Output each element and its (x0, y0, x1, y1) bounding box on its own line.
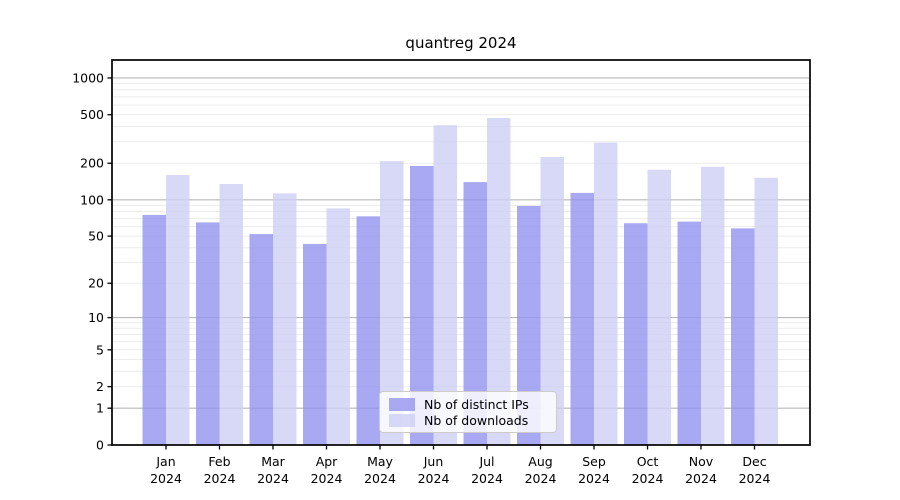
y-tick-label: 1 (96, 401, 104, 416)
bar (540, 157, 564, 445)
y-tick-label: 200 (80, 156, 104, 171)
y-tick-label: 5 (96, 342, 104, 357)
bar (463, 182, 487, 445)
bars-distinct-ips (142, 165, 755, 445)
bar (677, 221, 701, 445)
y-ticks (107, 77, 112, 446)
bar (249, 234, 273, 445)
bar (196, 222, 220, 445)
legend-row-downloads: Nb of downloads (389, 412, 546, 428)
x-tick-label-month: Jun (423, 454, 444, 469)
bar (142, 214, 166, 445)
bar (326, 208, 350, 445)
x-tick-label-month: Jan (155, 454, 175, 469)
x-ticks (165, 445, 756, 450)
bar (624, 223, 648, 445)
bar (219, 183, 243, 445)
x-tick-label-month: May (367, 454, 393, 469)
axes-box (111, 59, 811, 446)
legend-label-ips: Nb of distinct IPs (424, 396, 529, 412)
bar (433, 125, 457, 445)
x-tick-label-month: Mar (261, 454, 285, 469)
bar (647, 169, 671, 446)
x-tick-label-year: 2024 (632, 471, 664, 486)
legend-swatch-ips-icon (389, 397, 415, 411)
bar (303, 243, 327, 445)
x-tick-label-month: Feb (208, 454, 230, 469)
x-tick-label-year: 2024 (525, 471, 557, 486)
x-tick-labels: Jan 2024 Feb 2024 Mar 2024 Apr 2024 May 2024 Jun 20… (150, 454, 770, 486)
x-tick-label-year: 2024 (311, 471, 343, 486)
x-tick-label-month: Nov (689, 454, 714, 469)
bar (273, 193, 297, 445)
bar (356, 216, 380, 445)
x-tick-label-year: 2024 (150, 471, 182, 486)
x-tick-label-month: Oct (637, 454, 659, 469)
legend-swatch-downloads-icon (389, 413, 415, 427)
y-tick-labels: 0 1 2 5 10 20 50 100 200 500 1000 (72, 70, 104, 452)
y-tick-label: 500 (80, 107, 104, 122)
bar (570, 192, 594, 445)
x-tick-label-year: 2024 (471, 471, 503, 486)
bar (731, 228, 755, 445)
bar (380, 161, 404, 446)
bar (701, 166, 725, 446)
x-tick-label-month: Dec (742, 454, 766, 469)
legend: Nb of distinct IPs Nb of downloads (379, 391, 557, 433)
x-tick-label-month: Apr (316, 454, 338, 469)
bar (410, 165, 434, 445)
y-tick-label: 10 (88, 310, 104, 325)
bar (754, 177, 778, 445)
y-tick-label: 50 (88, 229, 104, 244)
y-tick-label: 1000 (72, 70, 104, 85)
bar (594, 142, 618, 445)
y-tick-label: 2 (96, 379, 104, 394)
bars-downloads (166, 118, 778, 446)
x-tick-label-month: Jul (478, 454, 494, 469)
x-tick-label-year: 2024 (418, 471, 450, 486)
x-tick-label-month: Aug (528, 454, 552, 469)
y-tick-label: 20 (88, 276, 104, 291)
x-tick-label-year: 2024 (257, 471, 289, 486)
x-tick-label-year: 2024 (364, 471, 396, 486)
x-tick-label-year: 2024 (685, 471, 717, 486)
x-tick-label-month: Sep (582, 454, 606, 469)
y-tick-label: 100 (80, 192, 104, 207)
legend-row-ips: Nb of distinct IPs (389, 396, 546, 412)
x-tick-label-year: 2024 (204, 471, 236, 486)
bar (166, 175, 190, 446)
y-tick-label: 0 (96, 438, 104, 453)
chart-title: quantreg 2024 (405, 34, 517, 52)
bar (517, 205, 541, 445)
x-tick-label-year: 2024 (578, 471, 610, 486)
legend-label-downloads: Nb of downloads (424, 412, 529, 428)
bar (487, 118, 511, 446)
x-tick-label-year: 2024 (739, 471, 771, 486)
